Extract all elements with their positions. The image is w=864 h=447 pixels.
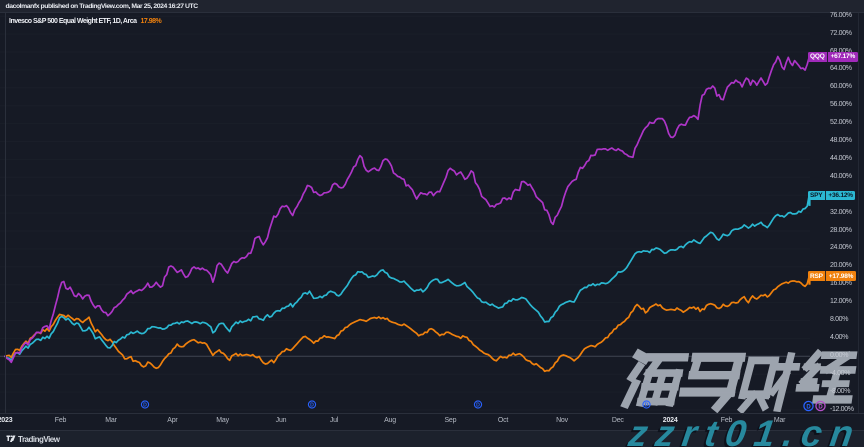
svg-text:D: D bbox=[806, 404, 811, 410]
svg-text:D: D bbox=[476, 403, 480, 409]
svg-text:D: D bbox=[143, 403, 147, 409]
svg-text:D: D bbox=[645, 403, 649, 409]
svg-text:D: D bbox=[310, 403, 314, 409]
svg-text:D: D bbox=[818, 404, 823, 410]
